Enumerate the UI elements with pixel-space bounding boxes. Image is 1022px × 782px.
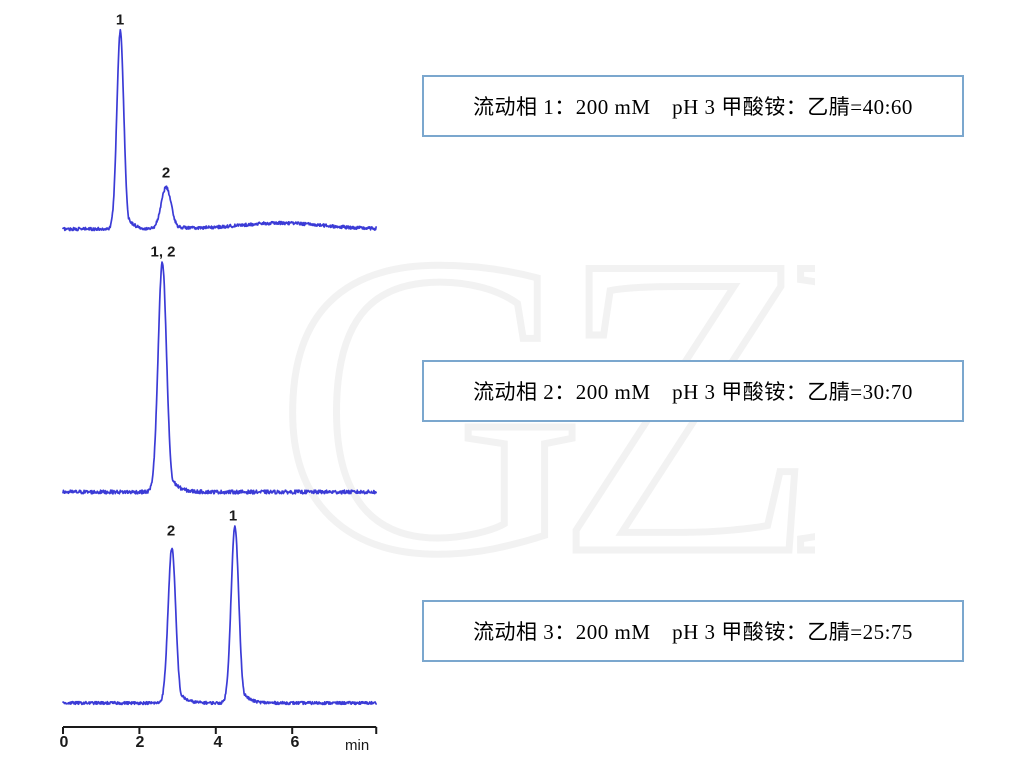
peak-label-trace1-peak1: 1 bbox=[115, 11, 125, 29]
axis-unit-label: min bbox=[345, 737, 370, 754]
axis-tick-6: 6 bbox=[290, 734, 300, 751]
caption-text-mobile-phase-1: 流动相 1：200 mM pH 3 甲酸铵：乙腈=40:60 bbox=[473, 95, 913, 119]
axis-tick-0: 0 bbox=[59, 734, 69, 751]
trace-1 bbox=[62, 28, 377, 232]
caption-box-mobile-phase-2: 流动相 2：200 mM pH 3 甲酸铵：乙腈=30:70 bbox=[422, 360, 964, 422]
peak-label-trace3-peak2: 2 bbox=[166, 522, 176, 540]
chromatogram-figure: 1 2 1, 2 2 1 0 2 4 6 min bbox=[0, 0, 400, 782]
peak-label-trace1-peak2: 2 bbox=[161, 164, 171, 182]
trace-2 bbox=[62, 261, 377, 495]
trace-3 bbox=[62, 525, 377, 706]
axis-tick-4: 4 bbox=[213, 734, 223, 751]
caption-box-mobile-phase-1: 流动相 1：200 mM pH 3 甲酸铵：乙腈=40:60 bbox=[422, 75, 964, 137]
peak-label-trace2-coeluted: 1, 2 bbox=[150, 243, 176, 261]
caption-text-mobile-phase-3: 流动相 3：200 mM pH 3 甲酸铵：乙腈=25:75 bbox=[473, 620, 913, 644]
caption-box-mobile-phase-3: 流动相 3：200 mM pH 3 甲酸铵：乙腈=25:75 bbox=[422, 600, 964, 662]
peak-label-trace3-peak1: 1 bbox=[228, 507, 238, 525]
chromatogram-traces bbox=[62, 28, 378, 734]
axis-tick-2: 2 bbox=[135, 734, 145, 751]
x-axis bbox=[62, 726, 378, 734]
caption-text-mobile-phase-2: 流动相 2：200 mM pH 3 甲酸铵：乙腈=30:70 bbox=[473, 380, 913, 404]
